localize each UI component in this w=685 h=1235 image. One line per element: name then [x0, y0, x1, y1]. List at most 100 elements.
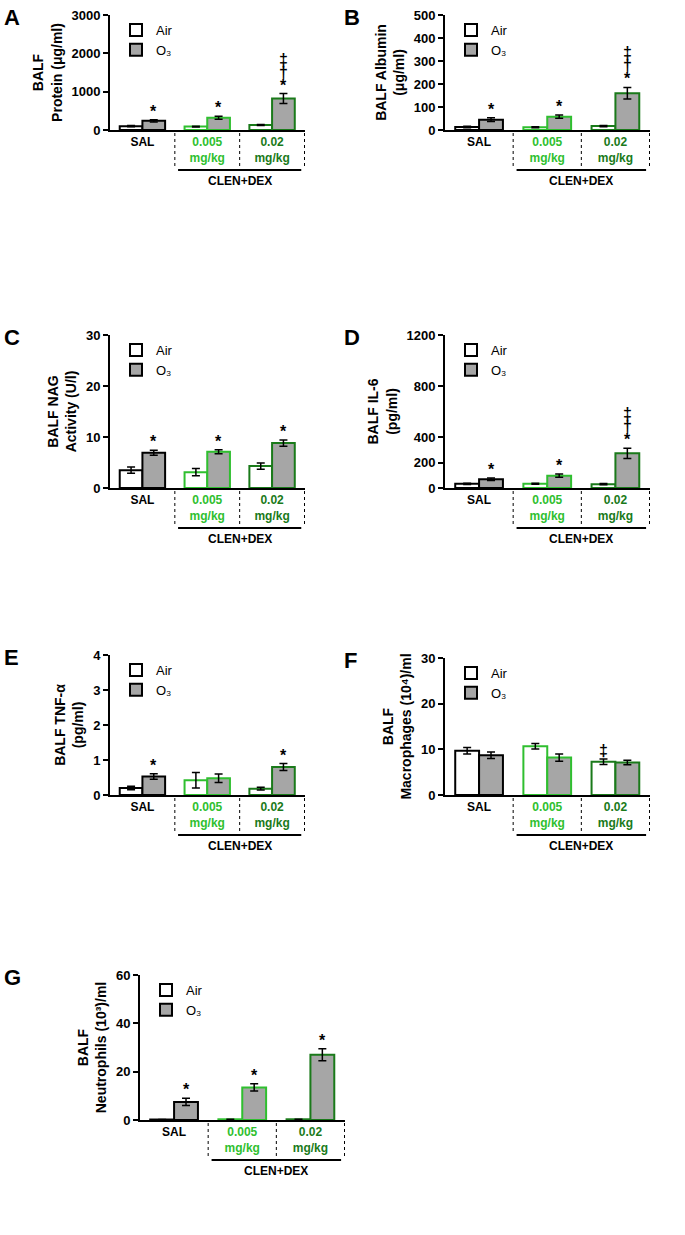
svg-text:0: 0	[428, 481, 435, 496]
svg-text:O₃: O₃	[156, 43, 171, 58]
svg-text:Air: Air	[186, 983, 203, 998]
svg-text:*: *	[488, 461, 495, 478]
svg-text:0.02mg/kg: 0.02mg/kg	[598, 800, 633, 830]
svg-text:‡: ‡	[599, 742, 608, 759]
svg-text:2000: 2000	[71, 46, 100, 61]
svg-text:0.02mg/kg: 0.02mg/kg	[293, 1125, 328, 1155]
svg-text:BALFMacrophages (10⁴)/ml: BALFMacrophages (10⁴)/ml	[380, 653, 414, 799]
svg-text:CLEN+DEX: CLEN+DEX	[208, 174, 272, 188]
svg-text:0.02mg/kg: 0.02mg/kg	[598, 493, 633, 523]
svg-text:SAL: SAL	[130, 135, 154, 149]
svg-text:0.005mg/kg: 0.005mg/kg	[190, 135, 225, 165]
svg-text:*: *	[624, 70, 631, 87]
svg-text:BALF IL-6(pg/ml): BALF IL-6(pg/ml)	[365, 378, 399, 444]
svg-text:G: G	[4, 965, 21, 990]
svg-text:0: 0	[428, 788, 435, 803]
svg-text:500: 500	[414, 8, 436, 23]
svg-text:O₃: O₃	[491, 686, 506, 701]
svg-text:CLEN+DEX: CLEN+DEX	[208, 839, 272, 853]
svg-text:SAL: SAL	[130, 493, 154, 507]
svg-text:0: 0	[93, 481, 100, 496]
svg-text:*: *	[280, 77, 287, 94]
svg-text:B: B	[344, 5, 360, 30]
svg-text:20: 20	[86, 379, 100, 394]
svg-text:O₃: O₃	[491, 363, 506, 378]
svg-text:CLEN+DEX: CLEN+DEX	[549, 174, 613, 188]
svg-text:*: *	[215, 433, 222, 450]
svg-text:10: 10	[86, 430, 100, 445]
svg-text:0.02mg/kg: 0.02mg/kg	[598, 135, 633, 165]
svg-text:0.005mg/kg: 0.005mg/kg	[190, 493, 225, 523]
svg-text:*: *	[624, 431, 631, 448]
svg-text:60: 60	[116, 968, 130, 983]
svg-text:800: 800	[414, 379, 436, 394]
svg-text:*: *	[150, 433, 157, 450]
svg-text:0: 0	[428, 123, 435, 138]
svg-text:300: 300	[414, 54, 436, 69]
svg-text:10: 10	[421, 742, 435, 757]
svg-text:0.02mg/kg: 0.02mg/kg	[254, 800, 289, 830]
svg-text:*: *	[215, 99, 222, 116]
svg-text:*: *	[183, 1081, 190, 1098]
svg-text:O₃: O₃	[156, 363, 171, 378]
svg-text:†: †	[623, 418, 632, 435]
svg-text:*: *	[488, 101, 495, 118]
svg-text:0.005mg/kg: 0.005mg/kg	[190, 800, 225, 830]
svg-text:SAL: SAL	[467, 800, 491, 814]
svg-text:100: 100	[414, 100, 436, 115]
svg-text:*: *	[150, 757, 157, 774]
svg-text:0.02mg/kg: 0.02mg/kg	[254, 493, 289, 523]
svg-text:*: *	[319, 1032, 326, 1049]
svg-text:SAL: SAL	[130, 800, 154, 814]
svg-text:1000: 1000	[71, 84, 100, 99]
svg-text:Air: Air	[491, 666, 508, 681]
svg-text:Air: Air	[491, 343, 508, 358]
svg-text:*: *	[280, 423, 287, 440]
svg-text:3000: 3000	[71, 8, 100, 23]
svg-text:0.02mg/kg: 0.02mg/kg	[254, 135, 289, 165]
svg-text:200: 200	[414, 77, 436, 92]
svg-text:*: *	[150, 103, 157, 120]
svg-text:A: A	[4, 5, 20, 30]
svg-text:‡: ‡	[279, 51, 288, 68]
svg-text:400: 400	[414, 430, 436, 445]
svg-text:0.005mg/kg: 0.005mg/kg	[225, 1125, 260, 1155]
svg-text:0.005mg/kg: 0.005mg/kg	[530, 493, 565, 523]
svg-text:0: 0	[93, 123, 100, 138]
svg-text:D: D	[344, 325, 360, 350]
svg-text:CLEN+DEX: CLEN+DEX	[549, 839, 613, 853]
svg-text:C: C	[4, 325, 20, 350]
svg-text:1: 1	[93, 753, 100, 768]
svg-text:CLEN+DEX: CLEN+DEX	[208, 532, 272, 546]
svg-text:*: *	[556, 98, 563, 115]
svg-text:†: †	[279, 64, 288, 81]
svg-text:BALF TNF-α(pg/ml): BALF TNF-α(pg/ml)	[52, 684, 86, 766]
svg-text:30: 30	[421, 651, 435, 666]
svg-text:0: 0	[93, 788, 100, 803]
svg-text:SAL: SAL	[467, 135, 491, 149]
svg-text:O₃: O₃	[491, 43, 506, 58]
svg-text:‡: ‡	[623, 44, 632, 61]
svg-text:0: 0	[123, 1113, 130, 1128]
svg-text:BALF Albumin(μg/ml): BALF Albumin(μg/ml)	[373, 24, 407, 121]
svg-text:O₃: O₃	[156, 683, 171, 698]
svg-text:40: 40	[116, 1016, 130, 1031]
svg-text:CLEN+DEX: CLEN+DEX	[549, 532, 613, 546]
svg-text:†: †	[623, 57, 632, 74]
svg-text:F: F	[344, 648, 357, 673]
svg-text:SAL: SAL	[467, 493, 491, 507]
svg-text:*: *	[251, 1067, 258, 1084]
svg-text:BALFNeutrophils (10³)/ml: BALFNeutrophils (10³)/ml	[75, 982, 109, 1113]
svg-text:4: 4	[93, 648, 101, 663]
svg-text:*: *	[280, 747, 287, 764]
svg-text:Air: Air	[156, 23, 173, 38]
svg-text:200: 200	[414, 455, 436, 470]
svg-text:3: 3	[93, 683, 100, 698]
svg-text:20: 20	[421, 696, 435, 711]
svg-text:2: 2	[93, 718, 100, 733]
svg-text:*: *	[556, 457, 563, 474]
svg-text:‡: ‡	[623, 405, 632, 422]
svg-text:0.005mg/kg: 0.005mg/kg	[530, 800, 565, 830]
svg-text:30: 30	[86, 328, 100, 343]
svg-text:Air: Air	[156, 343, 173, 358]
